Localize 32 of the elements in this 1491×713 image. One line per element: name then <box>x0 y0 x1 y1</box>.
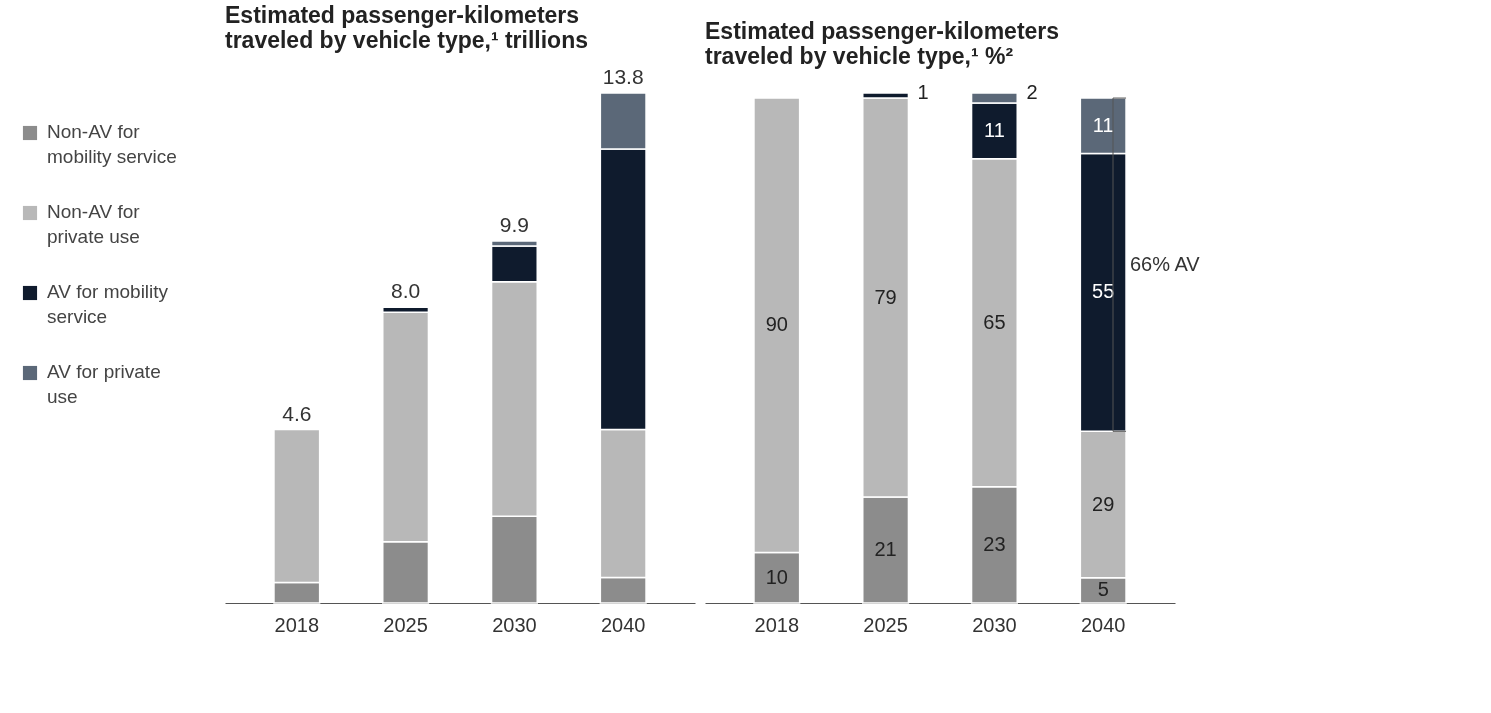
data-label: 79 <box>874 285 897 308</box>
x-tick-label: 2025 <box>863 613 908 636</box>
x-tick-label: 2018 <box>754 613 800 636</box>
data-label: 11 <box>1092 113 1114 136</box>
chart-title: Estimated passenger-kilometers traveled by vehicle type,¹ trillions <box>225 2 589 53</box>
data-label: 5 <box>1097 578 1109 601</box>
legend-label: AV for private use <box>47 361 161 407</box>
x-tick-label: 2030 <box>972 613 1017 636</box>
x-tick-label: 2040 <box>1080 613 1126 636</box>
data-label: 23 <box>983 532 1006 555</box>
x-tick-label: 2018 <box>274 613 320 636</box>
annotation: 4.6 <box>282 401 312 425</box>
annotation: 66% AV <box>1130 252 1201 275</box>
data-label: 10 <box>765 565 788 588</box>
data-label: 90 <box>765 313 788 336</box>
data-label: 11 <box>984 118 1005 141</box>
x-tick-label: 2040 <box>600 613 646 636</box>
legend-label: Non-AV for mobility service <box>47 121 177 167</box>
legend-label: AV for mobility service <box>47 281 169 327</box>
annotation: 8.0 <box>391 279 421 303</box>
x-tick-label: 2025 <box>383 613 428 636</box>
annotation: 13.8 <box>602 65 644 88</box>
data-label: 21 <box>874 537 897 560</box>
x-tick-label: 2030 <box>492 613 537 636</box>
data-label: 65 <box>983 310 1006 333</box>
data-label: 2 <box>1026 81 1038 103</box>
data-label: 55 <box>1092 280 1115 303</box>
annotation: 9.9 <box>499 212 529 236</box>
chart-title: Estimated passenger-kilometers traveled by vehicle type,¹ %² <box>705 18 1060 69</box>
data-label: 29 <box>1092 492 1115 515</box>
legend-label: Non-AV for private use <box>47 201 141 247</box>
data-label: 1 <box>917 81 929 103</box>
